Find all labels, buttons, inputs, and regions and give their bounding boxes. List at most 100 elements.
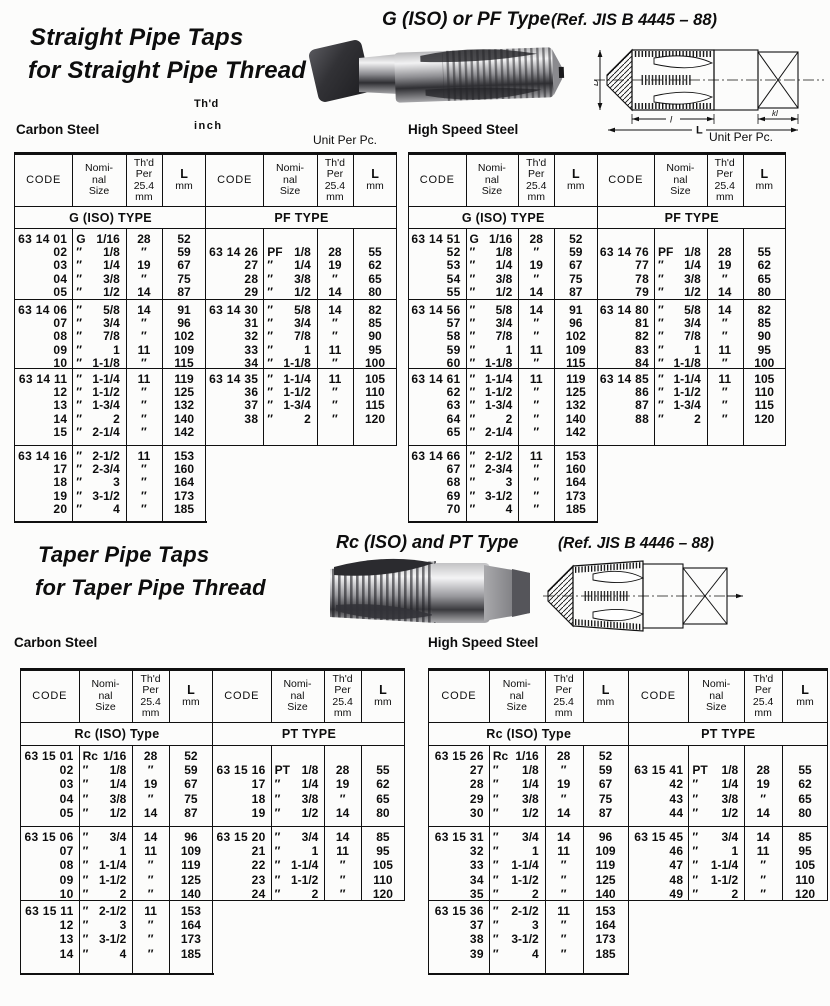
thd-per-inch-cell: ″ (141, 462, 147, 477)
size-value: 3 (119, 918, 127, 933)
code-cell: 07 (59, 844, 74, 859)
size-cell: ″ 1/4 (79, 777, 133, 791)
header-line: CODE (640, 689, 676, 702)
length-mm-cell: 119 (181, 858, 201, 873)
thd-per-inch-cell: ″ (721, 411, 728, 426)
length-mm-cell: 95 (798, 844, 812, 859)
table-row: 04 ″ 3/8 ″ 75 (21, 792, 213, 806)
size-prefix: ″ (492, 830, 499, 845)
table-row: 13 ″ 3-1/2 ″ 173 (21, 932, 213, 946)
diagram-label-d: D (594, 79, 600, 86)
code-cell: 68 (446, 475, 461, 490)
size-value: 1/8 (294, 245, 311, 260)
column-divider (782, 827, 784, 900)
size-cell: ″ 2 (688, 887, 744, 901)
size-prefix: ″ (692, 872, 699, 887)
header-line: nal (290, 689, 305, 702)
size-value: 1/4 (721, 777, 739, 792)
code-cell: 28 (469, 777, 484, 792)
header-line: nal (92, 173, 107, 186)
length-mm-cell: 125 (180, 872, 201, 887)
header-line: Nomi- (702, 678, 731, 691)
code-cell: 12 (59, 918, 74, 933)
length-mm-cell: 100 (754, 356, 775, 371)
header-cell: CODE (15, 155, 72, 206)
size-cell: ″ 4 (72, 502, 125, 516)
row-spacer (206, 232, 397, 245)
thd-per-inch-cell: ″ (560, 791, 567, 806)
length-mm-cell: 85 (376, 830, 390, 845)
row-group: 63 14 01 G 1/16 28 52 02 ″ 1/8 ″ 59 03 ″ 1/4 19 67 04 ″ 3… (14, 229, 397, 299)
code-cell: 08 (59, 858, 74, 873)
group-left-half: 63 14 51 G 1/16 28 52 52 ″ 1/8 ″ 59 53 ″ 1/4 19 67 54 ″ 3… (409, 229, 598, 299)
code-cell: 83 (635, 342, 650, 357)
length-mm-cell: 120 (754, 411, 775, 426)
code-cell: 36 (244, 385, 259, 400)
header-line: Nomi- (502, 678, 531, 691)
type-label-left: Rc (ISO) Type (429, 723, 629, 745)
thd-per-inch-cell: ″ (721, 329, 728, 344)
size-value: 3/8 (684, 271, 701, 286)
table-row: 63 14 30 ″ 5/8 14 82 (206, 303, 397, 317)
size-cell: ″ 5/8 (72, 303, 125, 317)
length-mm-cell: 59 (598, 763, 613, 778)
thd-per-inch-cell: 28 (556, 749, 571, 764)
size-prefix: ″ (76, 342, 83, 357)
table-row: 63 14 56 ″ 5/8 14 91 (409, 303, 598, 317)
table-row: 35 ″ 2 ″ 140 (429, 887, 629, 901)
column-divider (518, 446, 520, 521)
table-row: 08 ″ 1-1/4 ″ 119 (21, 858, 213, 872)
size-cell: Rc 1/16 (489, 749, 545, 763)
table-row: 38 ″ 2 ″ 120 (206, 412, 397, 426)
group-left-half: 63 14 11 ″ 1-1/4 11 119 12 ″ 1-1/2 ″ 125 13 ″ 1-3/4 ″… (15, 369, 206, 445)
size-prefix: ″ (692, 830, 699, 845)
code-cell: 38 (469, 932, 484, 947)
size-cell: ″ 1/4 (466, 258, 519, 272)
size-cell: Rc 1/16 (79, 749, 133, 763)
size-value: 7/8 (294, 329, 311, 344)
size-prefix: ″ (492, 858, 499, 873)
size-cell: ″ 3/4 (466, 316, 519, 330)
code-cell: 86 (635, 385, 650, 400)
column-divider (544, 827, 546, 900)
length-mm-cell: 87 (598, 805, 613, 820)
table-row: 55 ″ 1/2 14 87 (409, 285, 598, 299)
code-cell: 63 14 16 (18, 448, 68, 463)
column-divider (488, 671, 490, 722)
header-line: Per (326, 168, 344, 180)
size-cell: ″ 1/2 (271, 806, 325, 820)
thd-per-inch-cell: ″ (141, 329, 147, 344)
length-mm-cell: 119 (566, 371, 586, 386)
size-cell: PT 1/8 (271, 763, 325, 777)
size-value: 1-3/4 (283, 398, 311, 413)
code-cell: 14 (59, 946, 74, 961)
code-cell: 34 (244, 356, 259, 371)
column-divider (78, 671, 80, 722)
thd-per-inch-cell: 11 (144, 904, 157, 919)
table-row: 77 ″ 1/4 19 62 (598, 258, 787, 272)
table-row: 83 ″ 1 11 95 (598, 342, 787, 357)
code-cell: 48 (669, 872, 684, 887)
size-cell: ″ 3/8 (263, 272, 316, 286)
size-cell: ″ 1/4 (271, 777, 325, 791)
size-prefix: ″ (82, 904, 89, 919)
header-cell: Nomi-nal Size (263, 155, 316, 206)
thd-per-inch-cell: 28 (137, 231, 151, 246)
header-line: mm (596, 695, 615, 708)
size-prefix: ″ (492, 932, 499, 947)
table-row: 12 ″ 3 ″ 164 (21, 918, 213, 932)
table-row: 28 ″ 1/4 19 67 (429, 777, 629, 791)
code-cell: 63 14 26 (209, 245, 259, 260)
size-prefix: ″ (274, 777, 281, 792)
size-value: 3/4 (103, 316, 120, 331)
header-line: 25.4 (332, 695, 353, 708)
header-line: mm (366, 179, 384, 192)
size-prefix: ″ (274, 886, 281, 901)
column-divider (72, 155, 74, 206)
size-cell: ″ 1/2 (654, 285, 707, 299)
size-value: 4 (532, 946, 539, 961)
code-cell: 34 (469, 872, 484, 887)
header-line: CODE (32, 689, 68, 702)
